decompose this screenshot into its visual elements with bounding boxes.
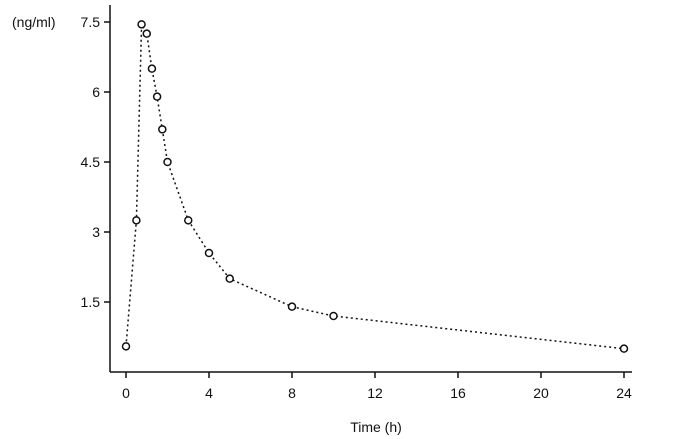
- data-point: [184, 216, 193, 225]
- data-point: [287, 302, 297, 311]
- x-ticks: 0 4 8 12 16 20 24: [122, 372, 632, 401]
- y-ticks: 1.5 3 4.5 6 7.5: [81, 14, 110, 310]
- data-point: [137, 20, 146, 29]
- y-tick-label: 6: [92, 84, 100, 100]
- y-tick-label: 7.5: [81, 14, 101, 30]
- data-point: [619, 344, 629, 353]
- data-point: [152, 92, 162, 101]
- data-point: [158, 125, 167, 134]
- data-point: [225, 274, 234, 283]
- x-tick-label: 12: [367, 385, 383, 401]
- y-axis-title: (ng/ml): [12, 14, 56, 30]
- series-line: [125, 21, 625, 350]
- x-tick-label: 4: [205, 385, 213, 401]
- data-point: [204, 248, 214, 258]
- y-tick-label: 4.5: [81, 154, 101, 170]
- x-tick-label: 8: [288, 385, 296, 401]
- y-tick-label: 1.5: [81, 294, 101, 310]
- data-point: [147, 64, 157, 73]
- series-points: [121, 20, 629, 353]
- x-tick-label: 16: [450, 385, 466, 401]
- data-point: [329, 311, 338, 321]
- x-tick-label: 20: [533, 385, 549, 401]
- data-point: [142, 29, 151, 38]
- data-point: [121, 342, 131, 351]
- data-point: [163, 157, 172, 167]
- data-point: [132, 216, 141, 225]
- x-tick-label: 0: [122, 385, 130, 401]
- y-tick-label: 3: [92, 224, 100, 240]
- x-axis-title: Time (h): [350, 419, 402, 435]
- x-tick-label: 24: [616, 385, 632, 401]
